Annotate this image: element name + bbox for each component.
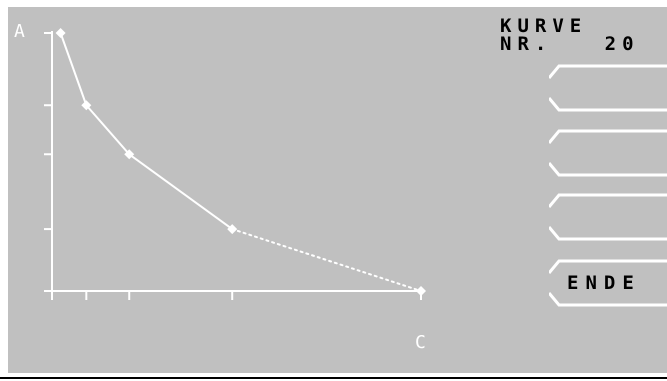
curve-segment-3 [128,153,233,230]
softkey-1[interactable] [549,64,667,112]
softkey-3-frame [549,193,667,241]
y-axis-label: A [14,21,25,42]
softkey-1-frame [549,64,667,112]
curve-number-label: NR. [500,33,553,55]
softkey-3[interactable] [549,193,667,241]
curve-title: KURVE [500,15,588,37]
softkey-2-frame [549,129,667,177]
data-point-2 [81,100,92,111]
ende-button[interactable]: ENDE [549,259,667,307]
x-axis-label: C [415,332,426,353]
screen-bottom-border [0,377,667,379]
data-point-3 [124,149,135,160]
ende-button-frame [549,259,667,307]
curve-segment-2 [85,104,130,155]
curve-number-value: 20 [604,33,640,55]
data-point-4 [227,224,238,235]
terminal-screen: A C KURVE NR. 20 ENDE [8,7,667,373]
data-point-1 [55,28,66,38]
curve-number-line: NR. 20 [500,35,640,54]
curve-segment-4 [231,228,422,292]
softkey-2[interactable] [549,129,667,177]
ende-button-label: ENDE [567,272,641,294]
curve-plot [44,28,426,300]
curve-segment-1 [59,32,88,106]
data-point-5 [416,286,426,296]
